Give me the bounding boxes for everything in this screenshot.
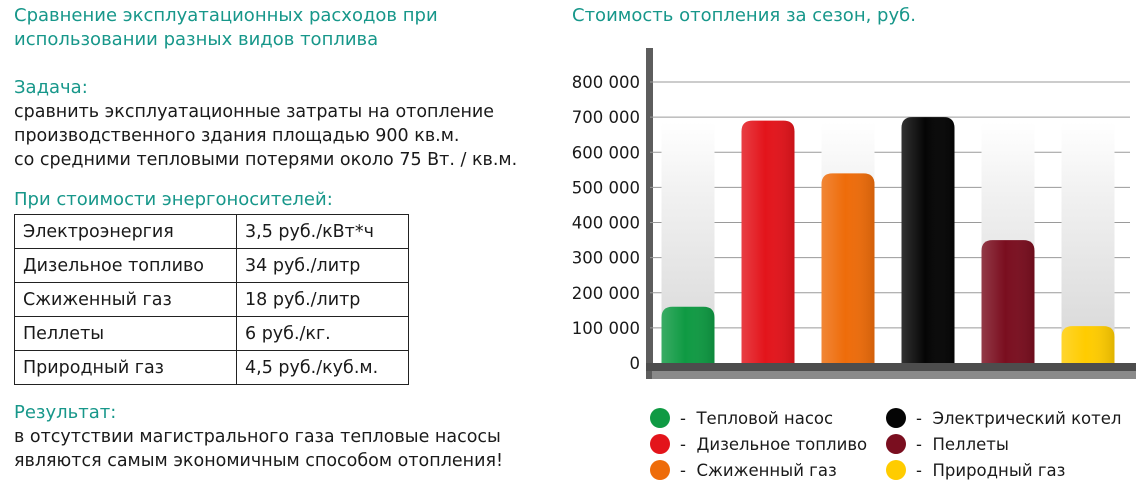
legend-label: Дизельное топливо [696, 434, 868, 454]
table-row: Электроэнергия 3,5 руб./кВт*ч [14, 214, 409, 249]
chart-legend: - Тепловой насос - Дизельное топливо - С… [650, 402, 1130, 486]
legend-item: - Природный газ [886, 458, 1065, 482]
energy-name-cell: Пеллеты [14, 316, 237, 351]
page-title-line-1: Сравнение эксплуатационных расходов при [14, 5, 438, 26]
x-axis-baseline [646, 363, 1136, 371]
y-axis-line [646, 48, 653, 379]
legend-dash: - [680, 460, 686, 480]
bars [661, 117, 1115, 363]
energy-name-cell: Природный газ [14, 350, 237, 385]
legend-label: Природный газ [932, 460, 1066, 480]
task-text: сравнить эксплуатационные затраты на ото… [14, 100, 554, 172]
energy-price-cell: 6 руб./кг. [236, 316, 409, 351]
result-line: являются самым экономичным способом отоп… [14, 451, 504, 471]
y-tick-label: 700 000 [572, 108, 640, 127]
y-tick-label: 100 000 [572, 319, 640, 338]
y-tick-label: 600 000 [572, 143, 640, 162]
gridlines [646, 48, 1136, 379]
y-tick-label: 500 000 [572, 178, 640, 197]
legend-swatch [650, 460, 670, 480]
result-line: в отсутствии магистрального газа тепловы… [14, 427, 501, 447]
y-tick-label: 300 000 [572, 249, 640, 268]
result-heading: Результат: [14, 402, 117, 423]
bar-shading [1061, 326, 1115, 363]
description-panel: Сравнение эксплуатационных расходов при … [14, 4, 554, 473]
bar-shading [901, 117, 955, 363]
energy-price-cell: 18 руб./литр [236, 282, 409, 317]
legend-label: Пеллеты [932, 434, 1009, 454]
table-row: Пеллеты 6 руб./кг. [14, 316, 409, 351]
legend-swatch [650, 434, 670, 454]
energy-price-cell: 3,5 руб./кВт*ч [236, 214, 409, 249]
bar-shading [981, 240, 1035, 363]
table-row: Дизельное топливо 34 руб./литр [14, 248, 409, 283]
legend-swatch [886, 408, 906, 428]
task-heading: Задача: [14, 77, 88, 98]
legend-dash: - [916, 434, 922, 454]
energy-name-cell: Дизельное топливо [14, 248, 237, 283]
bar-shading [661, 306, 715, 363]
task-line: сравнить эксплуатационные затраты на ото… [14, 102, 495, 122]
legend-item: - Дизельное топливо [650, 432, 867, 456]
legend-swatch [650, 408, 670, 428]
y-tick-label: 200 000 [572, 284, 640, 303]
result-text: в отсутствии магистрального газа тепловы… [14, 425, 554, 473]
energy-prices-table: Электроэнергия 3,5 руб./кВт*ч Дизельное … [14, 214, 409, 385]
legend-dash: - [916, 408, 922, 428]
legend-dash: - [916, 460, 922, 480]
legend-label: Сжиженный газ [696, 460, 837, 480]
bar-shading [741, 120, 795, 363]
legend-item: - Электрический котел [886, 406, 1121, 430]
table-row: Сжиженный газ 18 руб./литр [14, 282, 409, 317]
page-title-line-2: использовании разных видов топлива [14, 29, 379, 50]
page-title: Сравнение эксплуатационных расходов при … [14, 4, 554, 52]
energy-name-cell: Сжиженный газ [14, 282, 237, 317]
bar-background [1061, 122, 1115, 363]
table-row: Природный газ 4,5 руб./куб.м. [14, 350, 409, 385]
legend-label: Электрический котел [932, 408, 1122, 428]
legend-item: - Сжиженный газ [650, 458, 837, 482]
energy-name-cell: Электроэнергия [14, 214, 237, 249]
heating-cost-chart: 0 100 000 200 000 300 000 400 000 500 000 600 … [572, 48, 1136, 379]
task-line: со средними тепловыми потерями около 75 … [14, 150, 518, 170]
legend-item: - Пеллеты [886, 432, 1009, 456]
energy-price-cell: 34 руб./литр [236, 248, 409, 283]
legend-item: - Тепловой насос [650, 406, 833, 430]
y-axis-ticks: 0 100 000 200 000 300 000 400 000 500 000 600 … [572, 73, 640, 373]
y-tick-label: 400 000 [572, 214, 640, 233]
y-tick-label: 0 [630, 354, 641, 373]
x-axis-floor [652, 371, 1136, 379]
legend-dash: - [680, 408, 686, 428]
task-line: производственного здания площадью 900 кв… [14, 126, 460, 146]
legend-dash: - [680, 434, 686, 454]
prices-heading: При стоимости энергоносителей: [14, 189, 333, 210]
chart-title: Стоимость отопления за сезон, руб. [572, 5, 916, 26]
energy-price-cell: 4,5 руб./куб.м. [236, 350, 409, 385]
legend-swatch [886, 434, 906, 454]
y-tick-label: 800 000 [572, 73, 640, 92]
bar-backgrounds [661, 122, 1115, 363]
legend-label: Тепловой насос [696, 408, 834, 428]
bar-shading [821, 173, 875, 363]
legend-swatch [886, 460, 906, 480]
